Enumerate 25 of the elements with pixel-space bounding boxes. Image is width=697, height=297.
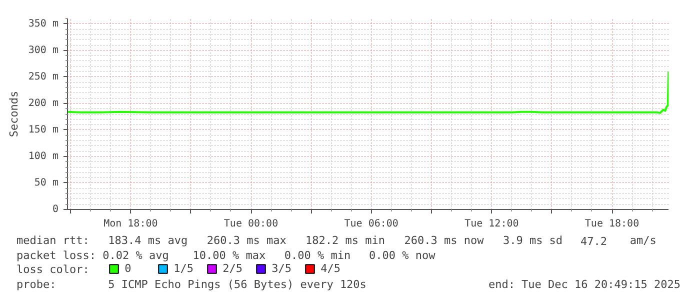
legend-label: 0 bbox=[124, 262, 132, 275]
legend-label: 3/5 bbox=[272, 262, 292, 275]
y-tick-label: 150 m bbox=[28, 124, 59, 136]
y-tick-label: 350 m bbox=[28, 18, 59, 30]
x-tick-label: Mon 18:00 bbox=[104, 218, 158, 230]
line-series bbox=[68, 70, 668, 114]
y-tick-label: 50 m bbox=[34, 177, 59, 188]
legend-label: 2/5 bbox=[222, 262, 243, 275]
legend-label: 1/5 bbox=[174, 262, 194, 275]
text: end: Tue Dec 16 20:49:15 2025 bbox=[488, 278, 681, 291]
legend-title: loss color: bbox=[16, 263, 90, 276]
y-tick-label: 100 m bbox=[28, 150, 59, 162]
y-tick-label: 200 m bbox=[28, 98, 59, 109]
x-tick-label: Tue 00:00 bbox=[224, 218, 278, 230]
x-tick-label: Tue 06:00 bbox=[344, 218, 398, 230]
y-tick-label: 0 bbox=[52, 204, 59, 215]
y-axis-title: Seconds bbox=[7, 90, 20, 138]
text: median rtt: 183.4 ms avg 260.3 ms max 182.2 ms min 260.3 ms now 3.9 ms sd 47.2 am/s bbox=[16, 234, 656, 248]
legend-label: 4/5 bbox=[320, 262, 341, 275]
text: probe: 5 ICMP Echo Pings (56 Bytes) every 120s bbox=[16, 278, 366, 291]
x-tick-label: Tue 12:00 bbox=[464, 218, 519, 230]
x-tick-label: Tue 18:00 bbox=[584, 218, 640, 230]
y-tick-label: 250 m bbox=[28, 71, 59, 82]
y-tick-label: 300 m bbox=[28, 44, 59, 56]
text: packet loss: 0.02 % avg 10.00 % max 0.00 % min 0.00 % now bbox=[16, 249, 436, 262]
